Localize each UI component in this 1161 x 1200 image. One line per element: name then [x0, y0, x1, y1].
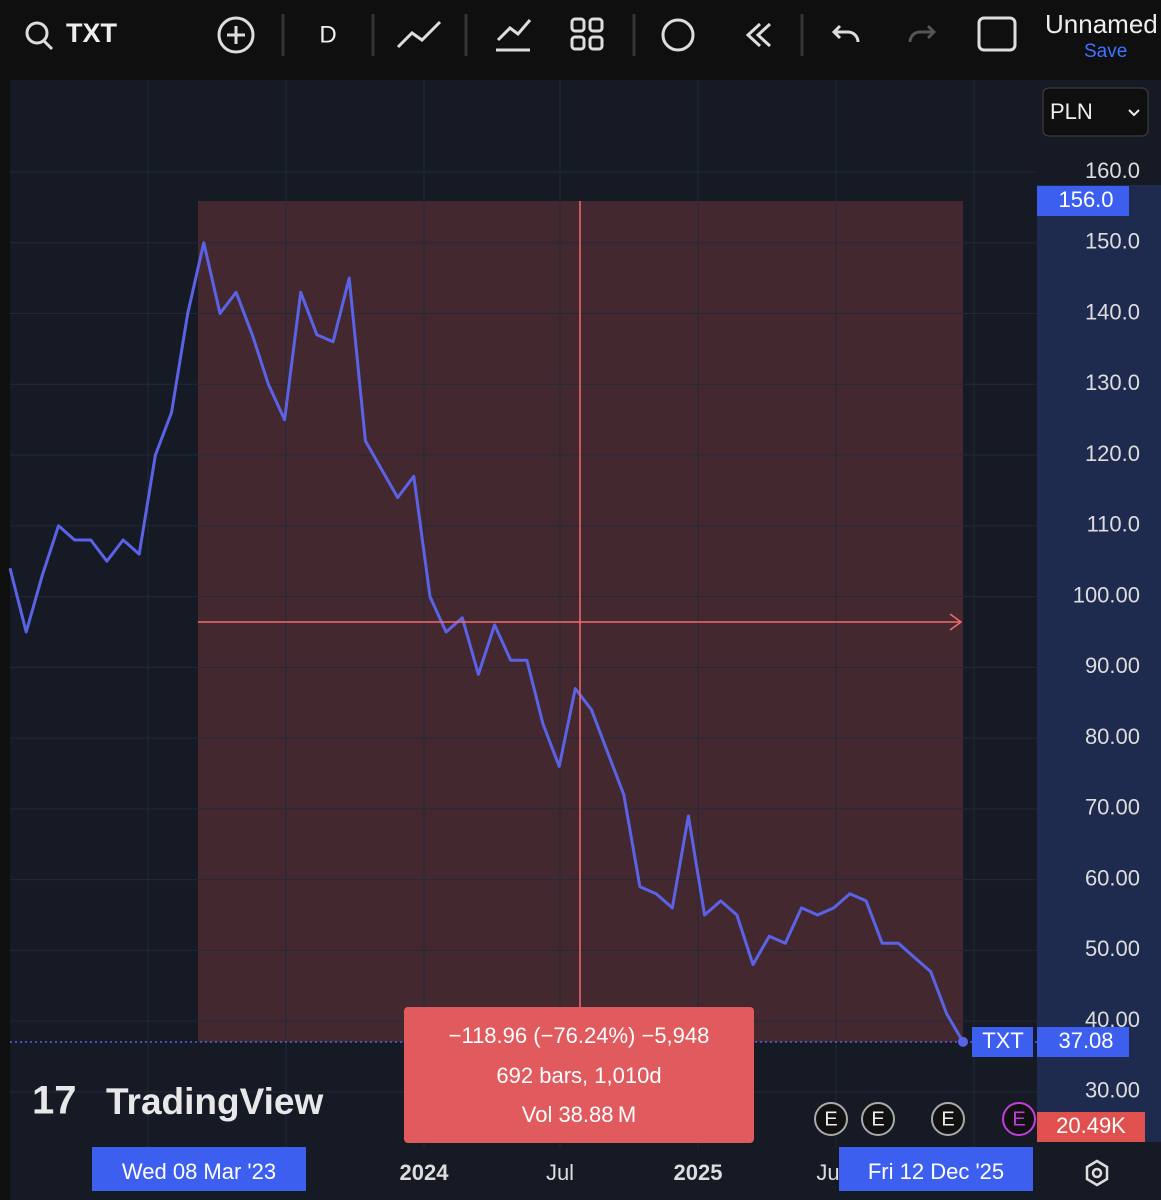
- price-line: [8, 241, 965, 1043]
- event-badge: [814, 1102, 848, 1136]
- event-label: E: [941, 1108, 954, 1130]
- layout-icon[interactable]: [570, 17, 586, 33]
- symbol[interactable]: TXT: [66, 18, 118, 48]
- time-axis-labels: 2024 Jul 2025 Ju: [400, 1160, 840, 1185]
- measure-volume: Vol 38.88 M: [522, 1102, 636, 1127]
- start-price: 156.0: [1058, 187, 1113, 212]
- replay-icon[interactable]: [755, 22, 772, 48]
- y-tick-label: 120.0: [1085, 441, 1140, 466]
- volume-value: 20.49K: [1056, 1113, 1126, 1138]
- layout-name[interactable]: Unnamed: [1045, 9, 1158, 39]
- x-tick-label: 2024: [400, 1160, 450, 1185]
- event-label: E: [1012, 1108, 1025, 1130]
- plot: [8, 241, 968, 1047]
- toolbar: [25, 14, 1017, 56]
- logo-mark: 17: [32, 1079, 77, 1123]
- event-label: E: [871, 1108, 884, 1130]
- redo-icon[interactable]: [908, 24, 937, 43]
- watermark: TradingView: [106, 1081, 323, 1122]
- y-tick-label: 160.0: [1085, 158, 1140, 183]
- symbol-badge-text: TXT: [982, 1028, 1024, 1053]
- start-price-badge: [1037, 186, 1129, 216]
- price-range-highlight: [1037, 185, 1161, 1142]
- settings-icon[interactable]: [1085, 1159, 1109, 1187]
- event-badge: [1002, 1102, 1036, 1136]
- y-tick-label: 100.00: [1073, 582, 1140, 607]
- layout-icon: [570, 35, 586, 51]
- last-point: [958, 1036, 968, 1047]
- event-badge: [931, 1102, 965, 1136]
- measure-bars: 692 bars, 1,010d: [496, 1063, 661, 1088]
- layout-icon: [588, 17, 604, 33]
- dropdown-icon: [1128, 109, 1140, 117]
- event-label: E: [824, 1108, 837, 1130]
- replay-icon: [745, 22, 762, 48]
- interval[interactable]: D: [319, 21, 336, 48]
- measure-info-box: [404, 1007, 754, 1143]
- y-tick-label: 110.0: [1087, 512, 1140, 537]
- fullscreen-icon[interactable]: [977, 16, 1017, 52]
- event-badge: [861, 1102, 895, 1136]
- symbol-badge: [972, 1027, 1033, 1057]
- y-tick-label: 60.00: [1085, 865, 1140, 890]
- y-tick-label: 130.0: [1085, 370, 1140, 395]
- x-tick-label: Jul: [546, 1160, 574, 1185]
- start-date-badge: [92, 1147, 306, 1191]
- y-tick-label: 30.00: [1085, 1078, 1140, 1103]
- indicator-icon: [496, 19, 532, 42]
- chart-type-icon[interactable]: [396, 20, 442, 49]
- currency-select[interactable]: [1042, 87, 1149, 137]
- y-tick-label: 50.00: [1085, 936, 1140, 961]
- last-price-badge: [1037, 1027, 1129, 1057]
- y-tick-label: 80.00: [1085, 724, 1140, 749]
- y-tick-label: 150.0: [1085, 229, 1140, 254]
- volume-badge: [1037, 1112, 1145, 1142]
- end-date-badge: [839, 1147, 1033, 1191]
- layout-icon: [588, 35, 604, 51]
- end-date: Fri 12 Dec '25: [868, 1159, 1004, 1184]
- y-tick-label: 90.00: [1085, 653, 1140, 678]
- measure-change: −118.96 (−76.24%) −5,948: [449, 1023, 710, 1048]
- x-tick-label: Ju: [816, 1160, 839, 1185]
- add-icon[interactable]: [217, 16, 255, 54]
- last-price: 37.08: [1058, 1028, 1113, 1053]
- undo-icon[interactable]: [831, 24, 860, 43]
- search-icon[interactable]: [25, 21, 49, 45]
- save-button[interactable]: Save: [1084, 41, 1127, 62]
- currency[interactable]: PLN: [1050, 99, 1093, 124]
- search-icon: [42, 39, 54, 51]
- measure-arrow: [949, 613, 963, 631]
- start-date: Wed 08 Mar '23: [122, 1159, 276, 1184]
- y-tick-label: 40.00: [1085, 1007, 1140, 1032]
- alert-icon[interactable]: [661, 18, 695, 52]
- y-tick-label: 140.0: [1085, 299, 1140, 324]
- settings-icon: [1091, 1167, 1103, 1179]
- y-tick-label: 70.00: [1085, 795, 1140, 820]
- x-tick-label: 2025: [674, 1160, 723, 1185]
